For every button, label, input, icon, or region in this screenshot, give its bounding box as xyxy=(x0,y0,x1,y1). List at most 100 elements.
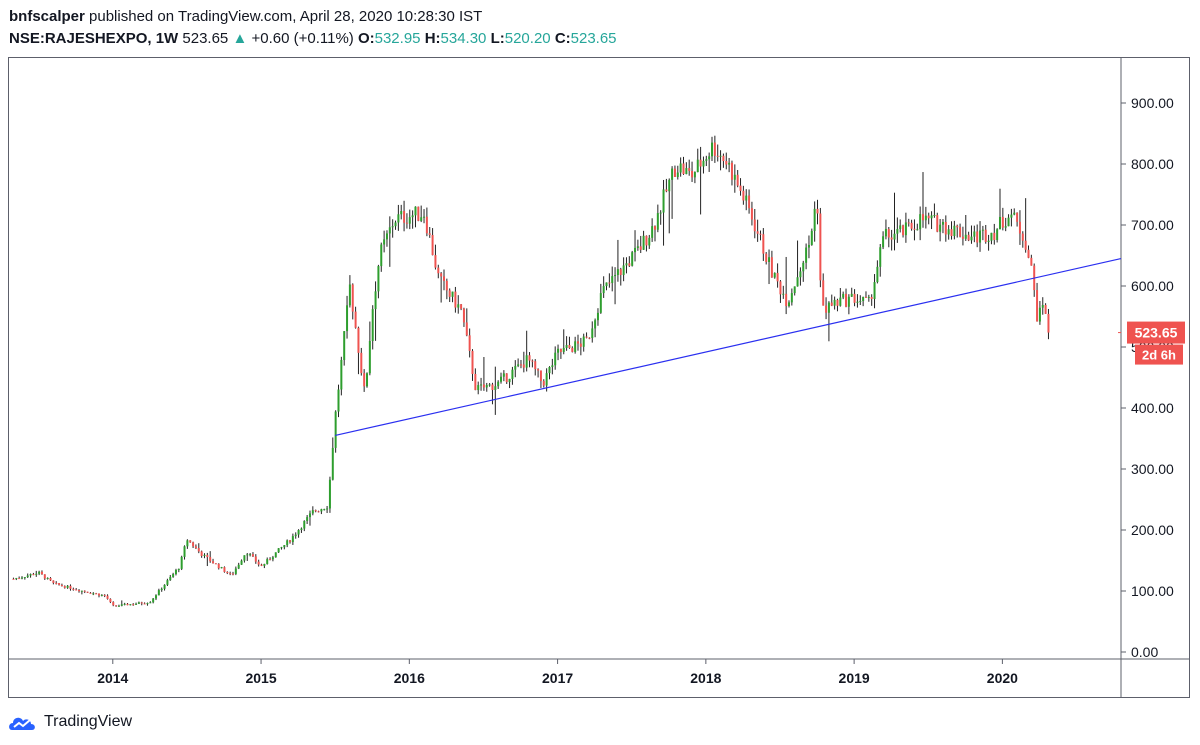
candle-down xyxy=(645,235,648,246)
candle-up xyxy=(502,373,505,377)
candle-down xyxy=(269,559,272,561)
candle-down xyxy=(785,293,788,307)
candle-up xyxy=(659,212,662,214)
candle-down xyxy=(217,563,220,569)
candle-up xyxy=(554,352,557,366)
candle-up xyxy=(123,603,126,605)
candle-up xyxy=(719,155,722,157)
candle-down xyxy=(254,556,257,562)
x-tick-label: 2019 xyxy=(839,670,870,686)
footer: TradingView xyxy=(8,710,132,734)
author-name[interactable]: bnfscalper xyxy=(9,8,85,25)
price-chart[interactable]: 900.00800.00700.00600.00500.00400.00300.… xyxy=(9,58,1189,697)
chart-frame[interactable]: 900.00800.00700.00600.00500.00400.00300.… xyxy=(8,57,1190,698)
candle-up xyxy=(557,348,560,353)
candle-down xyxy=(890,237,893,240)
candle-down xyxy=(106,595,109,599)
y-tick-label: 600.00 xyxy=(1131,278,1174,294)
candle-down xyxy=(214,563,217,565)
candle-down xyxy=(417,206,420,221)
candle-up xyxy=(234,568,237,574)
candle-up xyxy=(368,341,371,374)
candle-down xyxy=(83,590,86,592)
candle-down xyxy=(55,582,58,584)
candle-up xyxy=(634,247,637,253)
candle-up xyxy=(605,282,608,287)
candle-down xyxy=(967,234,970,241)
x-tick-label: 2018 xyxy=(690,670,721,686)
candle-down xyxy=(902,225,905,236)
published-text: published on TradingView.com, April 28, … xyxy=(89,8,483,25)
candle-down xyxy=(18,578,21,580)
candle-up xyxy=(66,585,69,588)
candle-up xyxy=(100,594,103,596)
candle-up xyxy=(594,320,597,329)
candle-down xyxy=(579,343,582,347)
candle-down xyxy=(1001,216,1004,228)
candle-down xyxy=(468,335,471,351)
candle-down xyxy=(289,540,292,543)
candle-up xyxy=(21,577,24,579)
candle-up xyxy=(625,263,628,266)
publish-line: bnfscalper published on TradingView.com,… xyxy=(9,6,1189,28)
y-tick-label: 400.00 xyxy=(1131,400,1174,416)
candle-down xyxy=(976,231,979,243)
candle-down xyxy=(72,588,75,590)
bar-countdown-label: 2d 6h xyxy=(1142,348,1176,363)
candle-up xyxy=(879,247,882,267)
candle-down xyxy=(585,336,588,338)
tradingview-cloud-icon[interactable] xyxy=(8,712,38,732)
candle-up xyxy=(80,590,83,592)
candle-down xyxy=(762,234,765,254)
candle-down xyxy=(43,574,46,579)
candle-up xyxy=(842,293,845,298)
candle-down xyxy=(730,162,733,180)
candle-down xyxy=(206,554,209,558)
candle-down xyxy=(231,573,234,575)
candle-up xyxy=(1004,226,1007,228)
candle-down xyxy=(140,602,143,604)
candle-up xyxy=(1013,212,1016,215)
candle-down xyxy=(260,564,263,566)
candle-down xyxy=(257,561,260,565)
candle-up xyxy=(311,510,314,514)
candle-up xyxy=(274,552,277,558)
tradingview-brand[interactable]: TradingView xyxy=(44,713,133,730)
candle-up xyxy=(271,557,274,560)
symbol-label[interactable]: NSE:RAJESHEXPO, 1W xyxy=(9,30,179,47)
chart-header: bnfscalper published on TradingView.com,… xyxy=(9,6,1189,50)
candle-up xyxy=(243,555,246,561)
candle-up xyxy=(152,598,155,603)
candle-down xyxy=(961,236,964,239)
candle-up xyxy=(286,540,289,546)
candle-down xyxy=(619,269,622,276)
candle-up xyxy=(574,341,577,352)
candle-down xyxy=(143,603,146,605)
candle-down xyxy=(522,364,525,368)
candle-down xyxy=(445,280,448,291)
candle-up xyxy=(172,574,175,577)
candle-up xyxy=(146,603,149,605)
candle-up xyxy=(35,573,38,575)
candle-down xyxy=(577,341,580,344)
candle-down xyxy=(103,594,106,596)
candle-up xyxy=(990,232,993,241)
candle-up xyxy=(711,142,714,157)
candle-up xyxy=(394,222,397,227)
candle-down xyxy=(742,190,745,201)
candle-down xyxy=(944,221,947,235)
y-tick-label: 100.00 xyxy=(1131,583,1174,599)
candle-down xyxy=(864,296,867,298)
y-tick-label: 200.00 xyxy=(1131,522,1174,538)
candle-up xyxy=(787,302,790,307)
candle-up xyxy=(46,577,49,579)
candle-up xyxy=(480,384,483,386)
candle-down xyxy=(403,211,406,223)
candle-up xyxy=(941,221,944,225)
candle-down xyxy=(936,215,939,232)
candle-down xyxy=(58,583,61,585)
candle-up xyxy=(813,208,816,231)
candle-up xyxy=(896,229,899,234)
candle-down xyxy=(63,586,66,588)
candle-down xyxy=(194,546,197,549)
